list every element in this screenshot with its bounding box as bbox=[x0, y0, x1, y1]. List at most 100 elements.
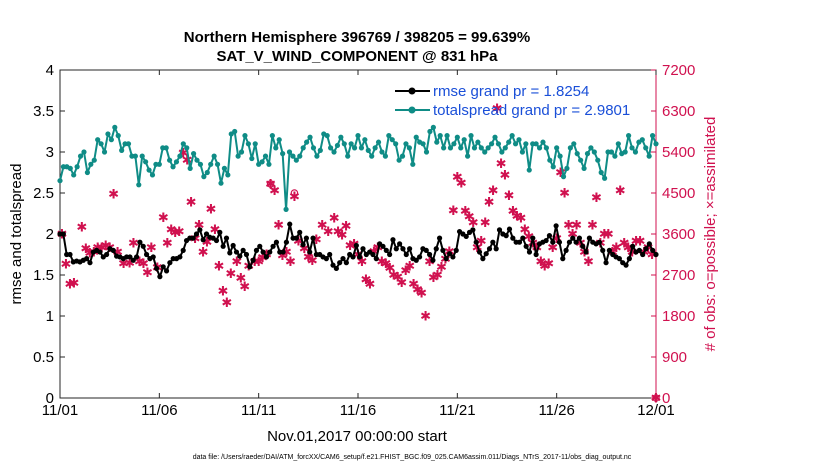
rmse-point bbox=[653, 251, 659, 258]
spread-point bbox=[475, 139, 481, 145]
rmse-point bbox=[337, 260, 343, 266]
spread-point bbox=[125, 141, 132, 147]
obs-assimilated-point: ✱ bbox=[376, 255, 387, 270]
rmse-point bbox=[327, 251, 333, 258]
spread-point bbox=[471, 145, 478, 151]
plot-frame bbox=[59, 69, 657, 399]
rmse-point bbox=[546, 233, 553, 239]
spread-point bbox=[427, 128, 433, 135]
rmse-point bbox=[646, 241, 652, 247]
rmse-point bbox=[583, 249, 589, 255]
obs-assimilated-point: ✱ bbox=[138, 257, 149, 272]
rmse-point bbox=[280, 249, 286, 255]
obs-assimilated-point: ✱ bbox=[508, 205, 519, 220]
rmse-point bbox=[566, 239, 573, 245]
rmse-point bbox=[650, 247, 656, 253]
spread-point bbox=[499, 149, 505, 155]
spread-point bbox=[557, 153, 563, 159]
obs-assimilated-point: ✱ bbox=[253, 255, 264, 270]
obs-possible-point bbox=[290, 189, 299, 197]
spread-point bbox=[238, 149, 245, 155]
spread-point bbox=[211, 153, 217, 159]
spread-point bbox=[331, 149, 337, 155]
spread-point bbox=[139, 153, 145, 159]
spread-point bbox=[454, 134, 460, 140]
rmse-point bbox=[576, 235, 583, 241]
spread-point bbox=[574, 151, 580, 157]
data-file-footer: data file: /Users/raeder/DAI/ATM_forcXX/… bbox=[193, 454, 632, 461]
spread-point bbox=[74, 164, 80, 170]
spread-point bbox=[173, 159, 180, 165]
spread-point bbox=[194, 157, 200, 163]
obs-possible-point bbox=[266, 180, 275, 188]
obs-assimilated-point: ✱ bbox=[416, 287, 427, 302]
rmse-point bbox=[87, 260, 93, 266]
obs-assimilated-point: ✱ bbox=[496, 157, 507, 172]
spread-point bbox=[283, 206, 289, 212]
spread-point bbox=[413, 134, 419, 140]
spread-point bbox=[163, 145, 169, 151]
obs-assimilated-point: ✱ bbox=[68, 277, 79, 292]
spread-point bbox=[375, 139, 382, 145]
spread-point bbox=[406, 145, 412, 151]
obs-assimilated-point: ✱ bbox=[217, 284, 228, 299]
rmse-point bbox=[143, 251, 150, 258]
spread-point bbox=[190, 151, 197, 157]
obs-assimilated-point: ✱ bbox=[647, 248, 658, 263]
rmse-point bbox=[267, 249, 273, 255]
obs-assimilated-point: ✱ bbox=[221, 296, 232, 311]
rmse-point bbox=[383, 247, 389, 253]
spread-point bbox=[197, 161, 204, 167]
x-axis-label: Nov.01,2017 00:00:00 start bbox=[267, 428, 448, 445]
obs-assimilated-point: ✱ bbox=[213, 259, 224, 274]
spread-point bbox=[201, 174, 207, 180]
obs-assimilated-point: ✱ bbox=[345, 239, 356, 254]
legend: rmse grand pr = 1.8254 totalspread grand… bbox=[395, 83, 630, 119]
obs-assimilated-point: ✱ bbox=[317, 218, 328, 233]
spread-point bbox=[591, 149, 597, 155]
spread-point bbox=[132, 153, 138, 159]
rmse-point bbox=[470, 227, 476, 233]
rmse-point bbox=[177, 254, 183, 260]
rmse-point bbox=[104, 251, 110, 258]
spread-point bbox=[358, 145, 365, 151]
y-tick-label: 2 bbox=[46, 226, 54, 243]
spread-point bbox=[304, 139, 310, 145]
spread-point bbox=[77, 153, 84, 159]
obs-assimilated-point: ✱ bbox=[519, 223, 530, 238]
obs-assimilated-point: ✱ bbox=[571, 218, 582, 233]
spread-point bbox=[98, 141, 104, 147]
rmse-point bbox=[636, 247, 642, 253]
obs-assimilated-point: ✱ bbox=[166, 223, 177, 238]
x-tick-label: 11/11 bbox=[241, 402, 276, 419]
rmse-point bbox=[150, 254, 156, 260]
obs-assimilated-point: ✱ bbox=[539, 259, 550, 274]
obs-assimilated-point: ✱ bbox=[392, 270, 403, 285]
spread-point bbox=[502, 145, 508, 151]
chart-subtitle: SAT_V_WIND_COMPONENT @ 831 hPa bbox=[216, 48, 498, 65]
obs-assimilated-point: ✱ bbox=[285, 255, 296, 270]
spread-point bbox=[235, 153, 241, 159]
obs-assimilated-point: ✱ bbox=[651, 392, 662, 407]
obs-assimilated-point: ✱ bbox=[96, 241, 107, 256]
spread-point bbox=[423, 149, 430, 155]
obs-assimilated-point: ✱ bbox=[412, 283, 423, 298]
obs-assimilated-point: ✱ bbox=[112, 246, 123, 261]
spread-point bbox=[355, 133, 361, 139]
rmse-point bbox=[343, 260, 349, 266]
y-tick-label: 1 bbox=[46, 308, 54, 325]
spread-point bbox=[341, 141, 347, 147]
rmse-point bbox=[223, 235, 230, 241]
obs-assimilated-point: ✱ bbox=[281, 246, 292, 261]
spread-point bbox=[626, 133, 632, 139]
rmse-point bbox=[573, 239, 579, 245]
spread-point bbox=[560, 174, 567, 180]
spread-point bbox=[581, 165, 587, 171]
obs-assimilated-point: ✱ bbox=[611, 241, 622, 256]
spread-point bbox=[249, 155, 255, 162]
spread-point bbox=[208, 161, 214, 167]
spread-point bbox=[643, 145, 649, 151]
rmse-point bbox=[197, 227, 203, 233]
spread-point bbox=[437, 133, 443, 139]
